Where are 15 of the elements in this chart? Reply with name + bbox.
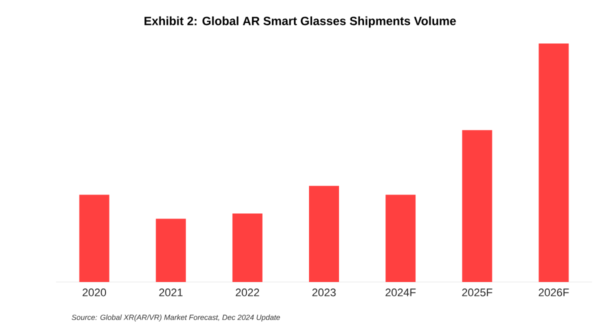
x-tick-label: 2025F xyxy=(462,288,492,296)
bar xyxy=(232,214,262,282)
bar xyxy=(79,194,110,282)
bar xyxy=(386,194,416,282)
x-tick-label: 2022 xyxy=(236,288,260,296)
bar xyxy=(156,218,186,282)
bar xyxy=(462,130,492,282)
bar xyxy=(538,43,569,282)
x-tick-label: 2021 xyxy=(159,288,183,296)
chart-title: Exhibit 2: Global AR Smart Glasses Shipments Volume xyxy=(144,16,456,28)
bar xyxy=(309,186,340,282)
x-tick-label: 2023 xyxy=(312,288,336,296)
x-tick-label: 2026F xyxy=(538,288,569,296)
x-tick-label: 2024F xyxy=(386,288,416,296)
x-tick-label: 2020 xyxy=(82,288,106,296)
